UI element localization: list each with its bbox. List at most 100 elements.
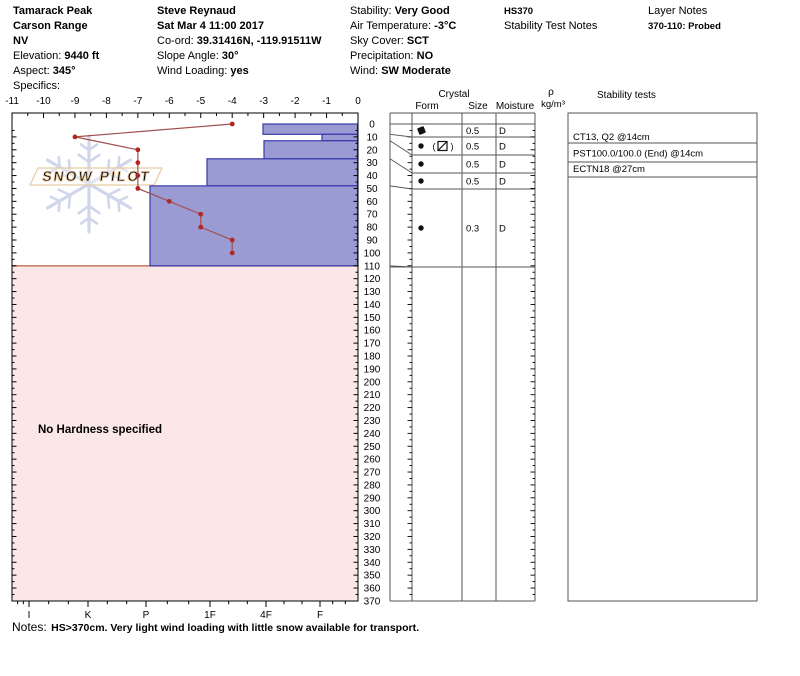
depth-tick-label: 100	[364, 248, 381, 259]
depth-tick-label: 110	[364, 261, 380, 272]
size-header: Size	[468, 101, 488, 112]
coord-line: Co-ord: 39.31416N, -119.91511W	[157, 34, 322, 49]
depth-tick-label: 350	[364, 571, 381, 582]
observer-name: Steve Reynaud	[157, 5, 236, 17]
temperature-line	[72, 121, 235, 256]
depth-tick-label: 250	[364, 442, 381, 453]
depth-tick-label: 360	[364, 584, 381, 595]
depth-tick-label: 280	[364, 480, 381, 491]
layer-notes-value: 370-110: Probed	[648, 21, 721, 32]
temp-tick-label: -5	[196, 96, 205, 107]
temp-tick-label: 0	[355, 96, 361, 107]
wind-line: Wind: SW Moderate	[350, 64, 456, 79]
depth-tick-label: 210	[364, 390, 381, 401]
watermark-frame	[29, 167, 163, 186]
hardness-tick-label: P	[143, 610, 150, 621]
depth-tick-label: 180	[364, 352, 381, 363]
hardness-tick-label: K	[85, 610, 92, 621]
crystal-size-value: 0.5	[466, 142, 479, 153]
wind-value: SW Moderate	[381, 65, 451, 77]
depth-tick-label: 260	[364, 455, 381, 466]
crystal-moisture-value: D	[499, 177, 506, 188]
sky-cover-label: Sky Cover:	[350, 35, 404, 47]
temp-tick-label: -10	[36, 96, 51, 107]
no-hardness-label: No Hardness specified	[38, 424, 162, 436]
depth-tick-label: 310	[364, 519, 381, 530]
temp-axis: -11 -10 -9 -8 -7 -6 -5 -4 -3 -2 -1 0	[5, 96, 361, 118]
sky-cover-line: Sky Cover: SCT	[350, 34, 456, 49]
temp-tick-label: -9	[70, 96, 79, 107]
wind-loading-line: Wind Loading: yes	[157, 64, 322, 79]
hardness-tick-label: 4F	[260, 610, 272, 621]
temperature-point	[135, 160, 141, 166]
hardness-tick-label: I	[28, 610, 31, 621]
elevation-line: Elevation: 9440 ft	[13, 49, 99, 64]
depth-tick-label: 320	[364, 532, 381, 543]
temperature-point	[229, 121, 235, 127]
precip-value: NO	[416, 50, 434, 62]
depth-tick-label: 290	[364, 493, 381, 504]
slashed-square	[437, 140, 448, 152]
crystal-header: Crystal	[438, 89, 469, 100]
depth-tick-label: 120	[364, 274, 381, 285]
layer-leader-line	[389, 133, 413, 138]
depth-tick-label: 230	[364, 416, 381, 427]
sky-cover-value: SCT	[406, 35, 429, 47]
hardness-bar	[262, 123, 359, 135]
crystal-moisture-value: D	[499, 142, 506, 153]
stability-test-notes-title: Stability Test Notes	[504, 20, 598, 32]
temp-tick-label: -6	[165, 96, 174, 107]
hardness-axis: I K P 1F 4F F	[17, 601, 346, 621]
temp-tick-label: -1	[322, 96, 331, 107]
observation-datetime: Sat Mar 4 11:00 2017	[157, 20, 265, 32]
temp-tick-label: -8	[102, 96, 111, 107]
probed-fill	[12, 265, 358, 601]
temp-tick-label: -2	[291, 96, 300, 107]
temp-tick-label: -3	[259, 96, 268, 107]
precip-label: Precipitation:	[350, 50, 414, 62]
temperature-point	[198, 224, 204, 230]
crystal-moisture-value: D	[499, 224, 506, 235]
depth-tick-label: 70	[366, 210, 378, 221]
air-temp-value: -3°C	[434, 20, 457, 32]
hardness-bar	[206, 158, 359, 187]
temperature-point	[166, 198, 172, 204]
stability-label: Stability:	[350, 5, 392, 17]
crystal-size-value: 0.5	[466, 126, 479, 137]
crystal-moisture-value: D	[499, 126, 506, 137]
depth-tick-label: 370	[364, 596, 381, 607]
rounded-grains-icon	[418, 143, 424, 149]
depth-tick-label: 60	[366, 197, 378, 208]
coord-value: 39.31416N, -119.91511W	[196, 35, 322, 47]
square-slash	[437, 141, 448, 151]
temperature-point	[198, 211, 204, 217]
density-unit-header: kg/m³	[541, 99, 565, 110]
crystal-row: 0.5 D	[418, 177, 506, 188]
header-test-notes: HS370 Stability Test Notes	[504, 4, 597, 34]
crystal-row: 0.5 D	[417, 126, 506, 137]
layer-leader-line	[389, 265, 413, 268]
header-layer-notes: Layer Notes 370-110: Probed	[648, 4, 721, 34]
temperature-point	[229, 237, 235, 243]
depth-tick-label: 90	[366, 236, 378, 247]
depth-tick-label: 10	[366, 132, 378, 143]
depth-tick-label: 140	[364, 300, 381, 311]
header-conditions: Stability: Very Good Air Temperature: -3…	[350, 4, 456, 79]
depth-tick-label: 170	[364, 339, 381, 350]
crystal-size-value: 0.5	[466, 177, 479, 188]
depth-tick-label: 40	[366, 171, 378, 182]
header-location: Tamarack Peak Carson Range NV Elevation:…	[13, 4, 99, 94]
hardness-tick-label: 1F	[204, 610, 216, 621]
coord-label: Co-ord:	[157, 35, 194, 47]
stability-line: Stability: Very Good	[350, 4, 456, 19]
watermark-text: SNOW PILOT	[41, 168, 152, 184]
depth-tick-label: 190	[364, 364, 381, 375]
decomposing-fragments-icon	[417, 126, 426, 135]
depth-tick-label: 330	[364, 545, 381, 556]
specifics-label: Specifics:	[13, 80, 61, 92]
depth-tick-label: 150	[364, 313, 381, 324]
location-range: Carson Range	[13, 20, 88, 32]
